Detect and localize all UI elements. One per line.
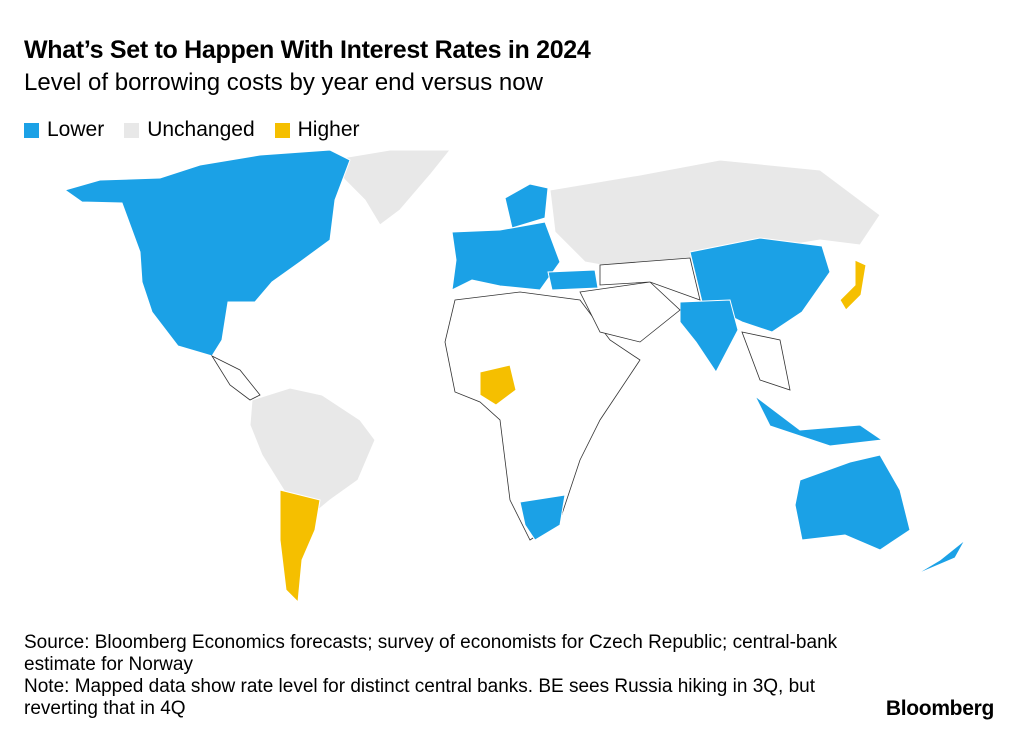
india: [679, 299, 739, 373]
legend-swatch-higher: [274, 122, 290, 138]
footer-notes: Source: Bloomberg Economics forecasts; s…: [24, 632, 844, 720]
greenland: [329, 149, 452, 226]
turkey: [547, 269, 599, 291]
central-asia: [599, 257, 701, 301]
legend-label: Unchanged: [147, 118, 255, 141]
world-map: [63, 149, 966, 604]
north-america: [63, 149, 351, 357]
note-text: Note: Mapped data show rate level for di…: [24, 676, 816, 719]
legend-label: Higher: [297, 118, 360, 141]
south-africa: [519, 494, 566, 541]
japan: [839, 259, 867, 311]
southeast-asia: [741, 331, 791, 391]
legend-swatch-lower: [24, 122, 39, 138]
legend-label: Lower: [47, 118, 105, 141]
south-america: [249, 387, 376, 511]
chart-subtitle: Level of borrowing costs by year end ver…: [24, 69, 543, 96]
scandinavia: [504, 183, 549, 229]
central-america: [210, 355, 261, 401]
chart-title: What’s Set to Happen With Interest Rates…: [24, 36, 591, 64]
indonesia: [754, 395, 884, 447]
nigeria: [479, 364, 517, 406]
russia: [549, 159, 881, 273]
legend-item-lower: Lower: [24, 118, 104, 142]
middle-east: [579, 281, 681, 343]
new-zealand: [914, 539, 966, 576]
source-text: Source: Bloomberg Economics forecasts; s…: [24, 632, 838, 675]
legend-item-higher: Higher: [274, 118, 360, 142]
europe: [451, 221, 561, 291]
argentina: [279, 489, 321, 604]
australia: [794, 454, 911, 551]
legend: Lower Unchanged Higher: [24, 118, 360, 142]
legend-item-unchanged: Unchanged: [124, 118, 255, 142]
bloomberg-logo: Bloomberg: [885, 697, 994, 720]
legend-swatch-unchanged: [124, 122, 140, 138]
